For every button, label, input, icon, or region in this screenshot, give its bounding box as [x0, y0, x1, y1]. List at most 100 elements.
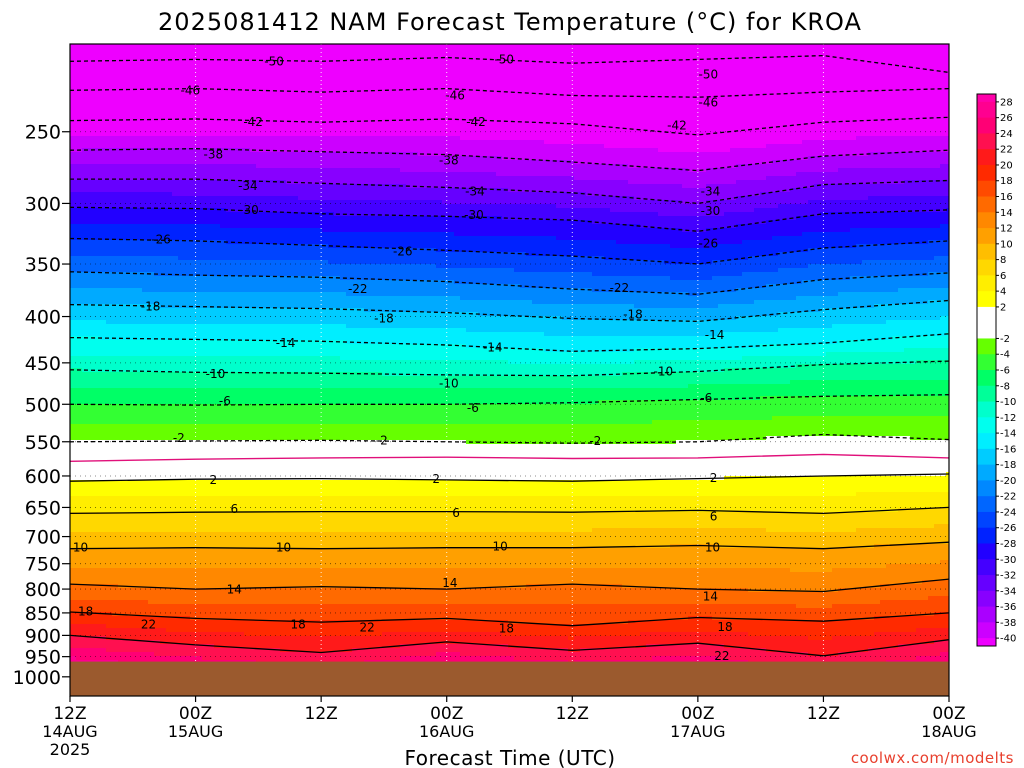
temperature-cell — [82, 144, 89, 149]
temperature-cell — [160, 108, 167, 113]
temperature-cell — [172, 564, 179, 569]
temperature-cell — [196, 372, 203, 377]
temperature-cell — [214, 592, 221, 597]
temperature-cell — [154, 580, 161, 585]
temperature-cell — [250, 436, 257, 441]
temperature-cell — [100, 352, 107, 357]
temperature-cell — [106, 548, 113, 553]
temperature-cell — [196, 636, 203, 641]
temperature-cell — [112, 84, 119, 89]
temperature-cell — [130, 392, 137, 397]
temperature-cell — [100, 628, 107, 633]
temperature-cell — [76, 340, 83, 345]
temperature-cell — [250, 300, 257, 305]
temperature-cell — [124, 76, 131, 81]
temperature-cell — [130, 620, 137, 625]
temperature-cell — [160, 228, 167, 233]
temperature-cell — [136, 416, 143, 421]
temperature-cell — [184, 296, 191, 301]
temperature-cell — [184, 628, 191, 633]
temperature-cell — [124, 476, 131, 481]
temperature-cell — [220, 120, 227, 125]
temperature-cell — [166, 300, 173, 305]
temperature-cell — [172, 308, 179, 313]
temperature-cell — [112, 140, 119, 145]
temperature-cell — [172, 356, 179, 361]
temperature-cell — [220, 188, 227, 193]
temperature-cell — [232, 484, 239, 489]
temperature-cell — [130, 224, 137, 229]
temperature-cell — [154, 124, 161, 129]
temperature-cell — [172, 592, 179, 597]
temperature-cell — [244, 204, 251, 209]
temperature-cell — [160, 60, 167, 65]
temperature-cell — [166, 516, 173, 521]
temperature-cell — [190, 428, 197, 433]
temperature-cell — [250, 224, 257, 229]
temperature-cell — [148, 536, 155, 541]
temperature-cell — [232, 496, 239, 501]
temperature-cell — [172, 180, 179, 185]
temperature-cell — [244, 448, 251, 453]
temperature-cell — [82, 392, 89, 397]
temperature-cell — [160, 240, 167, 245]
temperature-cell — [214, 336, 221, 341]
temperature-cell — [118, 592, 125, 597]
temperature-cell — [94, 400, 101, 405]
temperature-cell — [208, 548, 215, 553]
temperature-cell — [76, 480, 83, 485]
temperature-cell — [70, 264, 77, 269]
temperature-cell — [112, 328, 119, 333]
temperature-cell — [214, 468, 221, 473]
temperature-cell — [232, 440, 239, 445]
temperature-cell — [172, 508, 179, 513]
temperature-cell — [154, 488, 161, 493]
temperature-cell — [244, 504, 251, 509]
temperature-cell — [232, 388, 239, 393]
temperature-cell — [142, 216, 149, 221]
temperature-cell — [244, 656, 251, 661]
temperature-cell — [88, 640, 95, 645]
temperature-cell — [214, 116, 221, 121]
temperature-cell — [190, 408, 197, 413]
temperature-cell — [124, 248, 131, 253]
temperature-cell — [178, 316, 185, 321]
chart-title: 2025081412 NAM Forecast Temperature (°C)… — [158, 8, 862, 36]
temperature-cell — [166, 656, 173, 661]
temperature-cell — [172, 216, 179, 221]
temperature-cell — [166, 512, 173, 517]
temperature-cell — [142, 352, 149, 357]
temperature-cell — [82, 360, 89, 365]
temperature-cell — [226, 364, 233, 369]
temperature-cell — [70, 96, 77, 101]
temperature-cell — [142, 176, 149, 181]
temperature-cell — [232, 444, 239, 449]
temperature-cell — [214, 440, 221, 445]
temperature-cell — [88, 540, 95, 545]
temperature-cell — [214, 536, 221, 541]
temperature-cell — [112, 356, 119, 361]
temperature-cell — [100, 412, 107, 417]
temperature-cell — [136, 336, 143, 341]
temperature-cell — [136, 412, 143, 417]
temperature-cell — [196, 628, 203, 633]
temperature-cell — [190, 484, 197, 489]
temperature-cell — [154, 188, 161, 193]
temperature-cell — [220, 200, 227, 205]
temperature-cell — [82, 492, 89, 497]
temperature-cell — [124, 60, 131, 65]
temperature-cell — [208, 240, 215, 245]
temperature-cell — [178, 292, 185, 297]
temperature-cell — [208, 564, 215, 569]
temperature-cell — [202, 412, 209, 417]
temperature-cell — [70, 640, 77, 645]
temperature-cell — [202, 492, 209, 497]
temperature-cell — [70, 448, 77, 453]
temperature-cell — [94, 172, 101, 177]
temperature-cell — [88, 448, 95, 453]
temperature-cell — [190, 212, 197, 217]
temperature-cell — [220, 252, 227, 257]
temperature-cell — [220, 164, 227, 169]
temperature-cell — [94, 324, 101, 329]
temperature-cell — [76, 356, 83, 361]
